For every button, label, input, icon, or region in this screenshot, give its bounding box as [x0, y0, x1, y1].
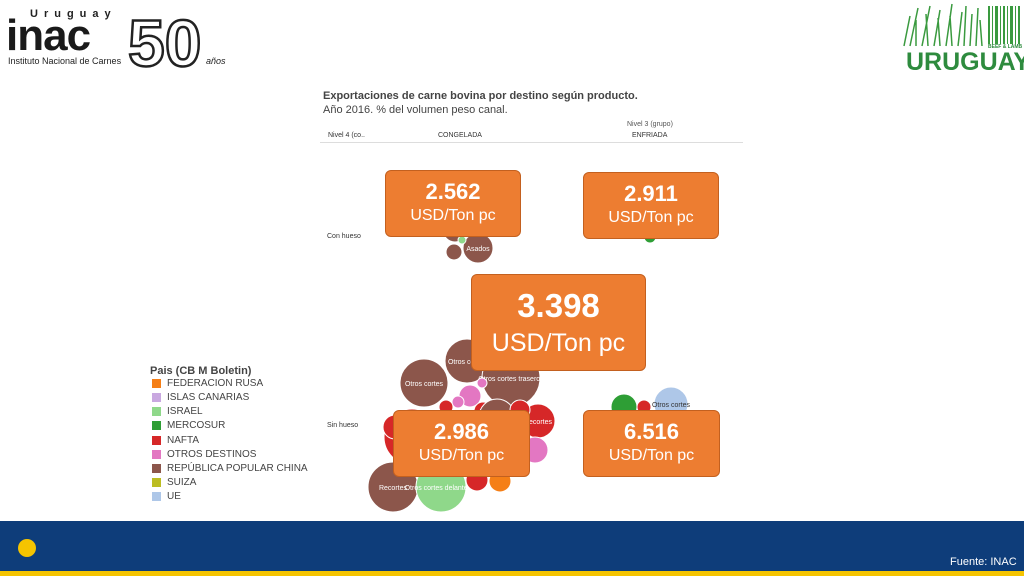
- legend-swatch: [152, 491, 161, 501]
- column-header-congelada: CONGELADA: [438, 132, 482, 139]
- header-divider: [320, 142, 743, 143]
- price-value: 2.562: [425, 179, 481, 204]
- uruguay-brand-word: URUGUAY: [906, 48, 1024, 76]
- legend-swatch: [152, 477, 161, 487]
- bubble[interactable]: [399, 358, 449, 408]
- price-value: 6.516: [623, 419, 680, 444]
- legend-swatch: [152, 420, 161, 430]
- bubble-label: Otros cortes: [405, 381, 444, 388]
- bubble[interactable]: [451, 395, 465, 409]
- legend-item[interactable]: OTROS DESTINOS: [152, 448, 256, 460]
- bubble-label: Otros cortes: [448, 359, 487, 366]
- legend-label: NAFTA: [167, 434, 200, 446]
- row-header-con-hueso: Con hueso: [327, 233, 361, 240]
- legend-title: Pais (CB M Boletin): [150, 365, 252, 377]
- bubble-label: Recortes: [524, 419, 553, 426]
- uruguay-brand-logo: [903, 3, 1020, 47]
- legend-item[interactable]: SUIZA: [152, 476, 196, 488]
- price-value: 2.911: [624, 181, 678, 206]
- legend-swatch: [152, 435, 161, 445]
- legend-item[interactable]: REPÚBLICA POPULAR CHINA: [152, 462, 308, 474]
- anniversary-number: 50: [128, 6, 201, 74]
- legend-label: ISLAS CANARIAS: [167, 391, 250, 403]
- legend-label: UE: [167, 490, 181, 502]
- bubble[interactable]: [476, 377, 488, 389]
- price-unit: USD/Ton pc: [491, 329, 626, 357]
- legend-label: FEDERACION RUSA: [167, 377, 264, 389]
- price-unit: USD/Ton pc: [608, 447, 695, 464]
- legend-swatch: [152, 378, 161, 388]
- uruguay-brand-tag: BEEF & LAMB: [988, 44, 1023, 50]
- legend-label: REPÚBLICA POPULAR CHINA: [167, 462, 308, 474]
- bubble-label: Otros cortes: [652, 402, 691, 409]
- price-box-enfriada-con-hueso: 2.911 USD/Ton pc: [583, 172, 719, 239]
- barcode-icon: [988, 6, 1020, 44]
- legend-label: MERCOSUR: [167, 419, 226, 431]
- legend-item[interactable]: FEDERACION RUSA: [152, 377, 263, 389]
- price-box-overall: 3.398 USD/Ton pc: [471, 274, 646, 371]
- legend-swatch: [152, 463, 161, 473]
- source-note: Fuente: INAC: [950, 556, 1017, 568]
- footer-stripe: [0, 571, 1024, 576]
- legend-label: ISRAEL: [167, 405, 203, 417]
- legend-item[interactable]: MERCOSUR: [152, 419, 225, 431]
- bubble[interactable]: [445, 243, 463, 261]
- legend-label: SUIZA: [167, 476, 197, 488]
- legend-swatch: [152, 406, 161, 416]
- footer-dot-icon: [18, 539, 36, 557]
- inac-logo-country: Uruguay: [30, 8, 117, 20]
- bubble-label: Recortes: [379, 485, 408, 492]
- column-header-enfriada: ENFRIADA: [632, 132, 668, 139]
- legend-item[interactable]: NAFTA: [152, 434, 199, 446]
- price-value: 2.986: [433, 419, 490, 444]
- price-value: 3.398: [517, 287, 600, 324]
- legend-swatch: [152, 392, 161, 402]
- column-group-header: Nivel 3 (grupo): [627, 121, 673, 128]
- price-unit: USD/Ton pc: [418, 447, 505, 464]
- row-header-sin-hueso: Sin hueso: [327, 422, 359, 429]
- bubble-label: Asados: [466, 246, 490, 253]
- inac-logo-subtitle: Instituto Nacional de Carnes: [8, 56, 122, 66]
- bubble-label: Otros cortes delanteros: [405, 485, 478, 492]
- chart-subtitle: Año 2016. % del volumen peso canal.: [323, 104, 508, 116]
- grass-icon: [903, 3, 983, 47]
- price-box-congelada-sin-hueso: 2.986 USD/Ton pc: [393, 410, 530, 477]
- legend-item[interactable]: UE: [152, 490, 181, 502]
- bubble[interactable]: [457, 235, 467, 245]
- inac-logo-word: inac: [6, 11, 91, 60]
- price-box-congelada-con-hueso: 2.562 USD/Ton pc: [385, 170, 521, 237]
- anniversary-years-label: años: [206, 56, 226, 66]
- price-box-enfriada-sin-hueso: 6.516 USD/Ton pc: [583, 410, 720, 477]
- row-group-header: Nivel 4 (co..: [328, 132, 365, 139]
- anniversary-50-logo: 50: [127, 5, 203, 74]
- legend-swatch: [152, 449, 161, 459]
- price-unit: USD/Ton pc: [410, 207, 496, 224]
- legend-item[interactable]: ISLAS CANARIAS: [152, 391, 249, 403]
- bubble-label: Otros cortes traseros: [478, 376, 544, 383]
- price-unit: USD/Ton pc: [608, 209, 694, 226]
- legend-label: OTROS DESTINOS: [167, 448, 257, 460]
- legend-item[interactable]: ISRAEL: [152, 405, 203, 417]
- footer-bar: [0, 521, 1024, 571]
- chart-title: Exportaciones de carne bovina por destin…: [323, 90, 638, 102]
